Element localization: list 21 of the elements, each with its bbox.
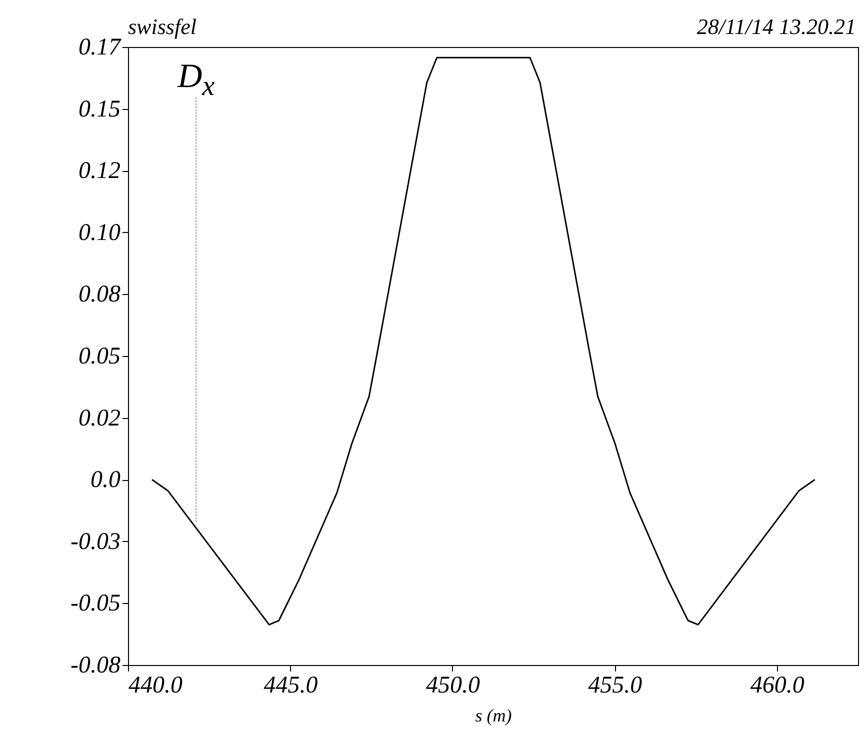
y-tick-label: 0.05 xyxy=(78,344,120,370)
x-tick-label: 445.0 xyxy=(264,672,318,698)
note-label: D$_{x}$ xyxy=(178,58,215,102)
x-tick-label: 450.0 xyxy=(426,672,480,698)
y-tick-label: 0.02 xyxy=(78,405,120,432)
y-tick-label: 0.12 xyxy=(78,158,120,184)
y-tick-label: 0.08 xyxy=(78,282,120,308)
y-tick-label: -0.08 xyxy=(70,652,120,678)
chart-title: swissfel xyxy=(128,14,196,40)
y-tick-label: 0.10 xyxy=(78,220,120,246)
x-tick-label: 460.0 xyxy=(750,672,804,698)
y-tick-label: 0.0 xyxy=(90,467,120,494)
y-tick-label: -0.03 xyxy=(70,528,120,555)
y-tick-label: 0.15 xyxy=(78,96,120,122)
x-tick-label: 455.0 xyxy=(588,672,642,698)
text: 28/11/14 13.20.21 xyxy=(696,14,856,40)
line-series xyxy=(151,56,816,626)
x-tick-label: 440.0 xyxy=(128,672,182,698)
y-tick-label: -0.05 xyxy=(70,590,120,617)
x-axis-title: s (m) xyxy=(475,706,512,726)
y-tick-label: 0.17 xyxy=(78,34,122,60)
